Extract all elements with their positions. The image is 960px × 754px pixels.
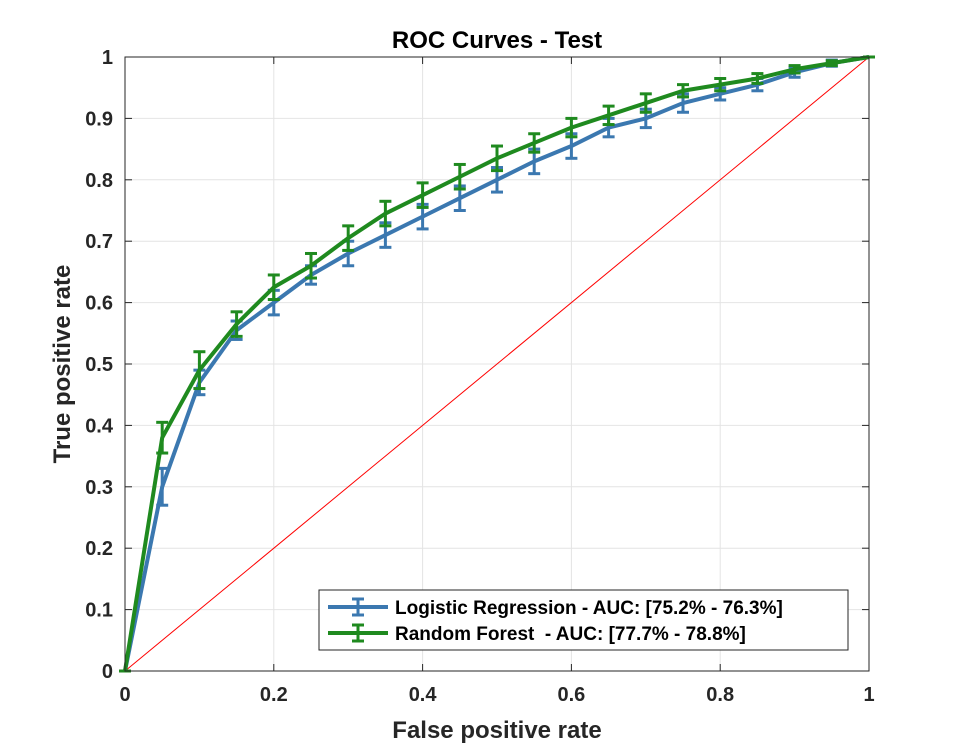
x-tick-label: 0.6 (557, 684, 585, 706)
legend: Logistic Regression - AUC: [75.2% - 76.3… (318, 589, 849, 651)
chart-title: ROC Curves - Test (392, 27, 602, 54)
error-bar (788, 64, 801, 75)
y-tick-label: 0 (102, 661, 113, 683)
x-tick-label: 0.2 (260, 684, 288, 706)
legend-label: Random Forest - AUC: [77.7% - 78.8%] (395, 624, 746, 645)
legend-box (318, 589, 849, 651)
x-tick-label: 0.4 (409, 684, 438, 706)
error-bar (342, 224, 355, 252)
error-bar (565, 116, 578, 139)
error-bar (453, 162, 466, 191)
error-bar (267, 273, 280, 302)
error-bar (379, 199, 392, 228)
y-tick-label: 0.1 (85, 600, 113, 622)
error-bar (230, 310, 243, 338)
y-tick-label: 1 (102, 47, 113, 69)
error-bar (677, 83, 689, 99)
x-tick-label: 0 (119, 684, 130, 706)
error-bar (714, 76, 727, 93)
legend-label: Logistic Regression - AUC: [75.2% - 76.3… (395, 598, 783, 619)
y-tick-label: 0.4 (85, 415, 114, 437)
y-tick-label: 0.3 (85, 477, 113, 499)
error-bar (528, 132, 541, 154)
series-group (119, 55, 875, 673)
error-bar (416, 181, 429, 209)
reference-line (124, 56, 870, 672)
x-tick-label: 1 (863, 684, 874, 706)
legend-entry: Random Forest - AUC: [77.7% - 78.8%] (328, 623, 746, 645)
y-tick-label: 0.8 (85, 170, 113, 192)
x-tick-label: 0.8 (706, 684, 734, 706)
x-axis-title: False positive rate (392, 717, 601, 744)
y-tick-label: 0.6 (85, 293, 113, 315)
error-bar (156, 420, 169, 455)
error-bar (491, 144, 503, 173)
series-random-forest (119, 55, 875, 673)
y-tick-label: 0.9 (85, 108, 113, 130)
error-bar (639, 92, 652, 114)
reference-diagonal (124, 56, 870, 672)
error-bar (751, 72, 764, 85)
y-axis-title: True positive rate (49, 265, 76, 464)
error-bar (193, 350, 206, 391)
error-bar (602, 104, 615, 127)
error-bar (825, 59, 838, 68)
y-tick-label: 0.2 (85, 538, 113, 560)
axis-ticks: 0 0.2 0.4 0.6 0.8 1 0 0.1 0.2 0.3 0.4 0.5 0.6 0.7 0.8 0… (85, 47, 874, 706)
y-tick-label: 0.7 (85, 231, 113, 253)
error-bar (305, 251, 317, 280)
legend-entry: Logistic Regression - AUC: [75.2% - 76.3… (328, 597, 783, 619)
y-tick-label: 0.5 (85, 354, 113, 376)
